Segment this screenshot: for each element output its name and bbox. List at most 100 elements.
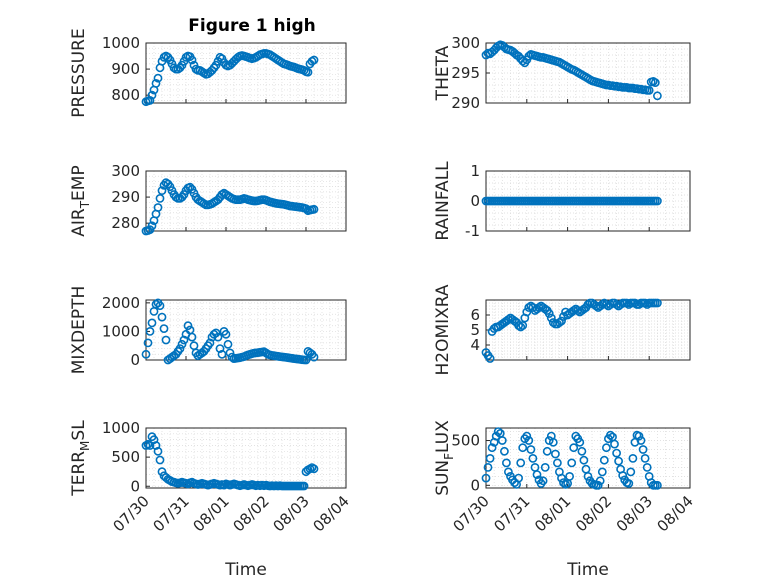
data-point [481, 473, 491, 483]
y-axis-label: H2OMIXRA [433, 284, 453, 375]
data-point [211, 328, 221, 338]
data-point [155, 193, 165, 203]
y-tick-label: 1000 [102, 34, 140, 52]
data-point [544, 309, 554, 318]
data-point [225, 348, 235, 358]
data-point [161, 335, 171, 345]
data-point [532, 470, 542, 479]
data-point [223, 339, 233, 349]
data-point [185, 182, 195, 192]
data-point [518, 321, 528, 330]
data-point [151, 79, 161, 88]
panel-rainfall: -1 0 1 RAINFALL [433, 161, 691, 241]
panel-pressure: 800 900 1000 PRESSURE [69, 28, 347, 118]
data-point [653, 196, 662, 206]
data-point [485, 354, 495, 363]
data-point [624, 300, 634, 309]
data-point [309, 464, 319, 474]
data-point [557, 316, 566, 326]
data-point [573, 306, 583, 315]
data-point [303, 67, 313, 77]
data-point [493, 427, 503, 436]
data-point [522, 431, 532, 441]
panel-mixdepth: 0 1000 2000 MIXDEPTH [69, 286, 347, 374]
data-point [153, 73, 163, 83]
data-point [157, 312, 167, 322]
data-point [602, 300, 611, 309]
data-point [595, 476, 605, 486]
figure-title: Figure 1 high [188, 16, 316, 36]
data-point [538, 476, 548, 486]
data-point [187, 332, 197, 342]
data-point [153, 203, 163, 212]
data-point [526, 445, 536, 454]
data-point [591, 301, 601, 311]
data-point [516, 458, 526, 468]
data-point [548, 437, 558, 447]
data-point [557, 473, 566, 483]
x-axis-label: Time [566, 560, 609, 580]
data-point [599, 455, 609, 465]
panel-h2omixra: 456 H2OMIXRA [433, 284, 691, 376]
data-point [522, 307, 532, 317]
data-point [602, 443, 611, 453]
data-point [624, 479, 634, 488]
data-point [227, 352, 237, 362]
y-tick-label: 300 [111, 162, 140, 180]
data-point [642, 462, 652, 472]
data-point [614, 456, 623, 466]
data-point [628, 453, 638, 463]
y-tick-label: 1000 [102, 419, 140, 437]
data-point [606, 430, 615, 440]
data-point [653, 91, 662, 101]
data-point [597, 467, 607, 477]
data-point [309, 204, 319, 214]
y-tick-label: 300 [451, 34, 480, 52]
y-tick-label: 0 [470, 476, 480, 494]
data-point [155, 455, 165, 465]
data-point [634, 431, 644, 441]
data-point [634, 300, 644, 309]
data-point [221, 329, 231, 339]
y-axis-label: TERRMSL [69, 420, 92, 497]
y-axis-label: RAINFALL [433, 161, 453, 241]
y-axis-label: THETA [433, 45, 453, 101]
data-point [638, 445, 648, 454]
data-point [540, 462, 550, 472]
data-point [485, 453, 495, 463]
data-point [640, 453, 650, 463]
data-point [597, 300, 607, 309]
data-point [636, 436, 646, 445]
y-axis-label: SUNFLUX [433, 420, 456, 496]
x-axis-label: Time [224, 560, 267, 580]
data-point [610, 439, 619, 449]
data-point [583, 300, 593, 309]
data-point [618, 471, 628, 480]
y-tick-label: 500 [451, 432, 480, 450]
data-point [650, 78, 660, 87]
y-tick-label: -1 [465, 222, 480, 240]
data-point [575, 437, 585, 447]
data-point [301, 204, 311, 213]
data-point [524, 436, 534, 445]
data-point [147, 90, 157, 100]
data-point [483, 462, 493, 472]
y-axis-label: AIRTEMP [69, 165, 92, 236]
data-point [141, 349, 151, 359]
panel-air: 280 290 300 AIRTEMP [69, 162, 347, 237]
data-point [553, 458, 562, 468]
data-point [175, 344, 185, 353]
data-point [518, 443, 528, 453]
data-point [579, 455, 589, 465]
data-point [612, 300, 621, 309]
y-tick-label: 5 [470, 321, 480, 339]
data-point [622, 298, 632, 308]
data-point [593, 480, 603, 490]
y-tick-label: 500 [111, 448, 140, 466]
data-point [653, 480, 662, 490]
y-tick-label: 900 [111, 60, 140, 78]
y-tick-label: 800 [111, 86, 140, 104]
data-point [559, 478, 568, 487]
data-point [147, 221, 157, 231]
